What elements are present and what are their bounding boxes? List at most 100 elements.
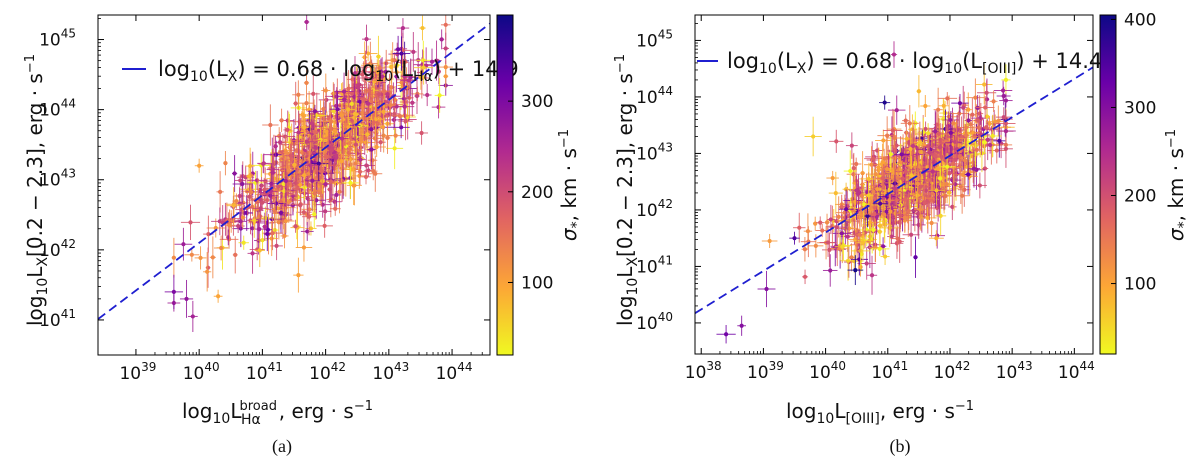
- panel-b-data-point: [916, 75, 922, 108]
- panel-b-data-point: [870, 241, 890, 257]
- panel-b-data-point: [859, 184, 869, 225]
- panel-a-data-point: [211, 207, 229, 236]
- panel-b-data-point: [925, 161, 940, 182]
- panel-a-y-tick-label: 1045: [39, 27, 76, 51]
- panel-a-data-point: [213, 289, 223, 303]
- panel-b-data-point: [737, 315, 746, 336]
- panel-a-data-point: [292, 219, 299, 233]
- panel-b-data-point: [971, 142, 983, 158]
- panel-b-data-point: [886, 136, 896, 173]
- panel-a-data-point: [361, 169, 371, 185]
- panel-a-data-point: [291, 152, 297, 178]
- panel-a-data-point: [398, 102, 413, 141]
- panel-a-colorbar-tick-label: 100: [521, 273, 553, 293]
- panel-a-colorbar-tick-label: 300: [521, 92, 553, 112]
- panel-b-data-point: [938, 99, 949, 113]
- panel-b-x-tick-label: 1043: [996, 359, 1033, 383]
- panel-a-data-point: [374, 83, 393, 99]
- panel-b-data-point: [757, 270, 776, 308]
- panel-a-data-point: [320, 147, 332, 167]
- panel-a-x-tick-label: 1043: [372, 360, 409, 384]
- panel-b-plot-frame: [694, 14, 1094, 355]
- panel-b-data-point: [883, 108, 903, 153]
- panel-a-caption: (a): [272, 436, 292, 457]
- panel-b-data-point: [812, 216, 818, 231]
- panel-a-data-point: [232, 236, 238, 274]
- panel-a-colorbar-label: σ*, km · s−1: [557, 129, 585, 241]
- panel-b-y-tick-label: 1041: [636, 253, 673, 277]
- panel-a-data-point: [341, 103, 350, 147]
- panel-b-colorbar-tick-label: 300: [1124, 98, 1156, 118]
- panel-a-data-point: [322, 120, 340, 138]
- panel-a-data-point: [439, 29, 445, 50]
- panel-b-axis-ticks: 1038 1039 1040 1041 1042 1043 1044 1040 1041 1042…: [636, 15, 1095, 383]
- panel-a-data-point: [359, 78, 370, 121]
- panel-b-data-point: [983, 115, 1002, 157]
- panel-a-data-point: [375, 132, 386, 152]
- panel-a-data-point: [295, 233, 313, 262]
- panel-a-data-point: [234, 213, 247, 230]
- panel-a-data-point: [293, 257, 304, 293]
- panel-a-legend-text: log10(LX) = 0.68 · log10(LHα) + 14.9: [158, 57, 519, 85]
- panel-a-data-point: [394, 95, 415, 118]
- panel-a-data-point: [423, 48, 441, 75]
- panel-a-colorbar: 100 200 300 σ*, km · s−1: [496, 14, 585, 356]
- panel-b-legend-text: log10(LX) = 0.68 · log10(L[OIII]) + 14.4: [727, 49, 1102, 77]
- panel-b-fit-line-group: [695, 66, 1093, 314]
- panel-a-data-point: [378, 82, 392, 122]
- panel-b-fit-line: [695, 66, 1093, 314]
- panel-b-data-point: [895, 161, 901, 196]
- panel-a-data-point: [203, 252, 212, 292]
- panel-a-x-tick-label: 1040: [183, 360, 220, 384]
- panel-a-data-point: [364, 92, 372, 115]
- panel-b-data-point: [789, 231, 800, 245]
- panel-b-x-tick-label: 1044: [1058, 359, 1095, 383]
- panel-b-data-point: [872, 191, 888, 216]
- panel-a-data-point: [320, 87, 327, 131]
- panel-b-data-point: [966, 78, 985, 117]
- panel-b-data-point: [915, 187, 935, 219]
- panel-a-points: [164, 15, 453, 333]
- panel-a-data-point: [291, 168, 303, 209]
- panel-b-data-point: [929, 158, 947, 179]
- panel-a-data-point: [171, 237, 177, 278]
- panel-b-data-point: [863, 146, 879, 184]
- panel-a-data-point: [298, 94, 314, 112]
- panel-b-data-point: [908, 166, 928, 202]
- panel-a-data-point: [384, 121, 391, 154]
- panel-b-data-point: [896, 203, 905, 227]
- panel-b-data-point: [928, 230, 944, 247]
- panel-a-data-point: [303, 68, 310, 98]
- panel-b-data-point: [983, 120, 990, 135]
- panel-a-data-point: [277, 208, 295, 234]
- panel-a-data-point: [309, 122, 321, 142]
- panel-b-data-point: [838, 189, 854, 229]
- panel-a-y-axis-label: log10LX[0.2 − 2.3], erg · s−1: [23, 54, 51, 326]
- panel-a-data-point: [302, 198, 317, 236]
- panel-a-plot-frame: [97, 14, 491, 356]
- panel-b-caption: (b): [890, 436, 911, 457]
- panel-a-data-point: [331, 182, 342, 207]
- panel-a-data-point: [307, 104, 323, 118]
- panel-b-data-point: [962, 125, 970, 145]
- panel-a-data-point: [392, 36, 411, 71]
- panel-b-data-point: [933, 178, 946, 216]
- panel-b-data-point: [866, 255, 878, 295]
- panel-b-data-point: [984, 108, 990, 125]
- panel-a-data-point: [344, 70, 353, 108]
- panel-b-data-point: [822, 254, 838, 287]
- panel-b-data-point: [920, 95, 931, 117]
- panel-b-data-point: [855, 174, 862, 213]
- panel-a-data-point: [258, 154, 269, 174]
- panel-a-data-point: [356, 126, 365, 152]
- panel-a-data-point: [223, 209, 236, 241]
- panel-b-y-tick-label: 1040: [636, 310, 673, 334]
- panel-b-data-point: [716, 325, 736, 344]
- panel-a-data-point: [394, 35, 402, 63]
- panel-b-data-point: [964, 154, 972, 195]
- panel-b-data-point: [851, 152, 857, 184]
- panel-a-y-tick-label: 1043: [39, 167, 76, 191]
- panel-a-data-point: [368, 115, 380, 130]
- panel-a-x-tick-label: 1042: [309, 360, 346, 384]
- panel-a-data-point: [216, 171, 224, 213]
